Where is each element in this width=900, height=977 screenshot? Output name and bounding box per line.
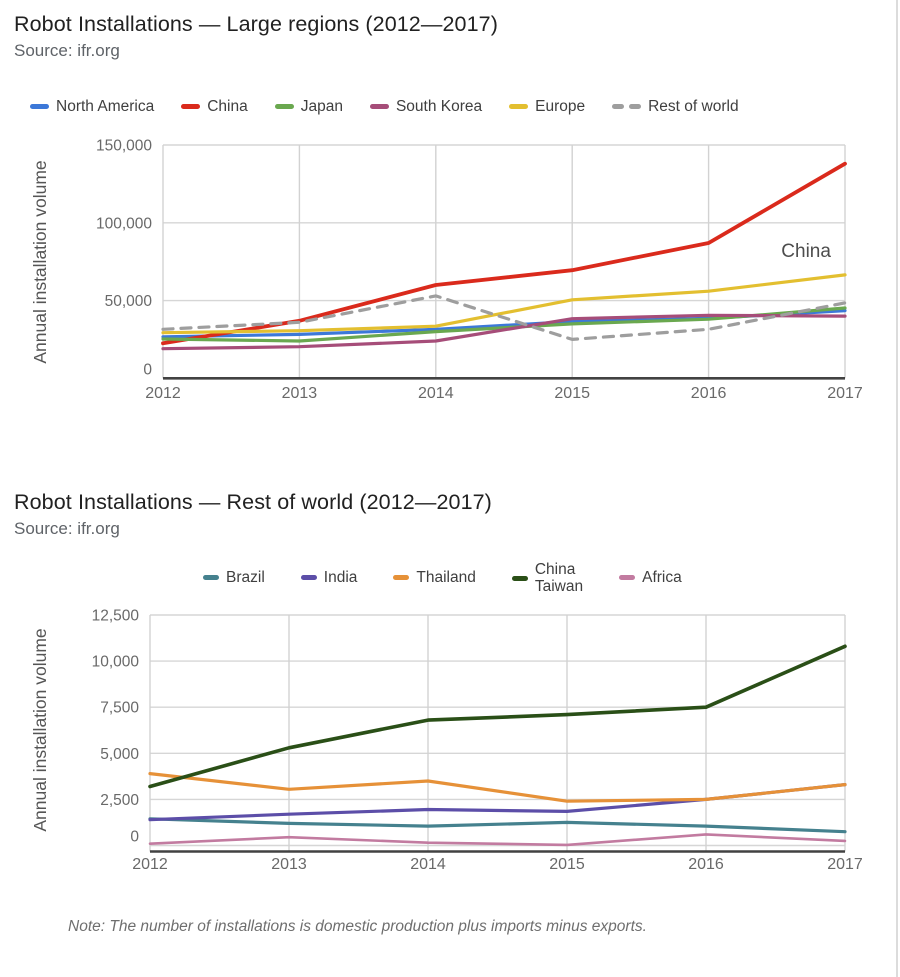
x-tick-label: 2012 bbox=[132, 856, 168, 873]
series-line-japan bbox=[161, 306, 847, 343]
y-tick-label: 7,500 bbox=[100, 700, 139, 717]
series-line-europe bbox=[161, 273, 847, 335]
swatch-dash bbox=[612, 104, 625, 110]
legend-item-japan: Japan bbox=[274, 98, 343, 116]
legend-item-thailand: Thailand bbox=[393, 569, 476, 587]
y-tick-label: 2,500 bbox=[100, 792, 139, 809]
chart1-source: Source: ifr.org bbox=[14, 41, 120, 60]
chart2-source: Source: ifr.org bbox=[14, 519, 120, 538]
series-line-south-korea bbox=[161, 313, 847, 351]
x-tick-label: 2013 bbox=[282, 385, 318, 402]
legend-item-north-america: North America bbox=[30, 98, 154, 115]
swatch-dash bbox=[629, 104, 642, 110]
legend-label-africa: Africa bbox=[642, 569, 682, 587]
x-tick-label: 2014 bbox=[418, 385, 454, 402]
series-line-rest-of-world bbox=[161, 294, 847, 341]
legend-label-brazil: Brazil bbox=[226, 569, 265, 587]
y-axis-title: Annual installation volume bbox=[30, 628, 50, 831]
chart2-title: Robot Installations — Rest of world (201… bbox=[14, 490, 492, 514]
legend-item-china-taiwan: China Taiwan bbox=[511, 560, 584, 596]
y-tick-label: 12,500 bbox=[92, 608, 140, 625]
x-tick-label: 2015 bbox=[554, 385, 590, 402]
brazil-swatch bbox=[203, 575, 219, 581]
series-annotation-china: China bbox=[781, 241, 831, 262]
thailand-swatch bbox=[393, 575, 410, 581]
legend-item-africa: Africa bbox=[619, 569, 682, 586]
legend-label-rest-of-world: Rest of world bbox=[648, 98, 739, 116]
chart1-plot: 0 50,000 100,000 150,000 2012 2013 2014 2015 201… bbox=[30, 138, 863, 403]
y-tick-label: 5,000 bbox=[100, 746, 139, 763]
legend-item-south-korea: South Korea bbox=[369, 98, 483, 116]
legend-label-south-korea: South Korea bbox=[395, 98, 483, 116]
series-line-china-taiwan bbox=[148, 644, 847, 789]
y-tick-label: 0 bbox=[130, 829, 139, 846]
series-line-africa bbox=[148, 833, 847, 847]
legend-item-india: India bbox=[300, 569, 358, 587]
y-axis-title: Annual installation volume bbox=[30, 160, 50, 363]
page-right-border bbox=[896, 0, 898, 977]
y-tick-label: 10,000 bbox=[92, 654, 140, 671]
y-tick-label: 150,000 bbox=[96, 138, 152, 155]
legend-item-europe: Europe bbox=[509, 98, 585, 115]
legend-item-china: China bbox=[181, 98, 248, 115]
x-tick-label: 2014 bbox=[410, 856, 446, 873]
y-tick-label: 100,000 bbox=[96, 215, 152, 232]
north-america-swatch bbox=[30, 104, 49, 110]
africa-swatch bbox=[619, 575, 636, 581]
chart2-legend: Brazil India Thailand China Taiwan Africa bbox=[203, 560, 682, 596]
japan-swatch bbox=[274, 104, 294, 110]
legend-label-thailand: Thailand bbox=[416, 569, 476, 587]
x-tick-label: 2017 bbox=[827, 856, 863, 873]
x-tick-label: 2017 bbox=[827, 385, 863, 402]
legend-label-japan: Japan bbox=[300, 98, 343, 116]
chart1-legend: North America China Japan South Korea Europe… bbox=[30, 95, 739, 119]
chart2-plot: 0 2,500 5,000 7,500 10,000 12,500 2012 2013 2014… bbox=[30, 608, 863, 874]
rest-of-world-swatch bbox=[612, 104, 642, 110]
x-tick-label: 2013 bbox=[271, 856, 307, 873]
x-tick-label: 2016 bbox=[688, 856, 724, 873]
india-swatch bbox=[300, 575, 317, 581]
y-tick-label: 50,000 bbox=[105, 293, 153, 310]
series-line-thailand bbox=[148, 772, 847, 803]
legend-label-europe: Europe bbox=[535, 98, 586, 116]
south-korea-swatch bbox=[369, 104, 389, 110]
x-tick-label: 2016 bbox=[691, 385, 727, 402]
legend-label-china: China bbox=[207, 98, 248, 116]
x-tick-label: 2015 bbox=[549, 856, 585, 873]
series-line-brazil bbox=[148, 817, 847, 834]
legend-label-india: India bbox=[323, 569, 358, 587]
legend-label-china-taiwan: China Taiwan bbox=[534, 560, 584, 595]
legend-label-north-america: North America bbox=[56, 98, 155, 116]
europe-swatch bbox=[509, 104, 529, 110]
y-tick-label: 0 bbox=[143, 361, 152, 378]
legend-item-rest-of-world: Rest of world bbox=[612, 98, 739, 116]
china-swatch bbox=[181, 104, 201, 110]
chart1-title: Robot Installations — Large regions (201… bbox=[14, 12, 498, 36]
legend-item-brazil: Brazil bbox=[203, 569, 265, 586]
china-taiwan-swatch bbox=[511, 575, 528, 581]
footnote: Note: The number of installations is dom… bbox=[68, 918, 647, 935]
x-tick-label: 2012 bbox=[145, 385, 181, 402]
